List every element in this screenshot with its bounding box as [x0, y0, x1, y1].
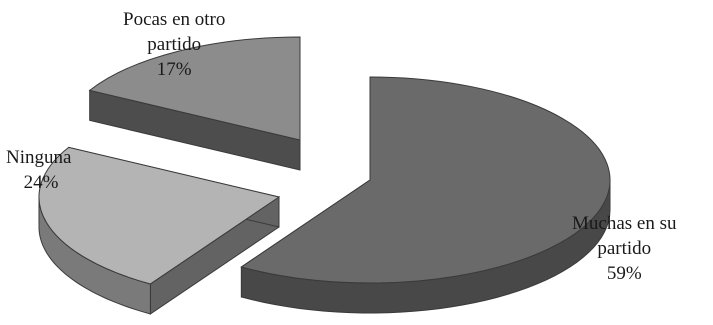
slice-label-pocas: Pocas en otro partido 17%	[123, 7, 225, 82]
pie-slice-top	[88, 36, 301, 141]
pie-slice-0	[240, 76, 611, 314]
pie-slice-2	[88, 36, 301, 171]
slice-label-line: Muchas en su	[572, 213, 677, 234]
slice-label-line: partido	[597, 238, 652, 259]
slice-percent: 24%	[23, 172, 59, 193]
slice-label-line: partido	[147, 34, 202, 55]
slice-percent: 59%	[606, 263, 642, 284]
slice-label-line: Ninguna	[6, 147, 72, 168]
pie-slice-1	[38, 146, 281, 315]
slice-label-muchas: Muchas en su partido 59%	[572, 211, 676, 286]
pie-slice-top	[240, 76, 611, 284]
slice-label-ninguna: Ninguna 24%	[6, 145, 76, 195]
pie-slice-top	[38, 146, 281, 285]
slice-percent: 17%	[156, 59, 192, 80]
slice-label-line: Pocas en otro	[123, 9, 226, 30]
